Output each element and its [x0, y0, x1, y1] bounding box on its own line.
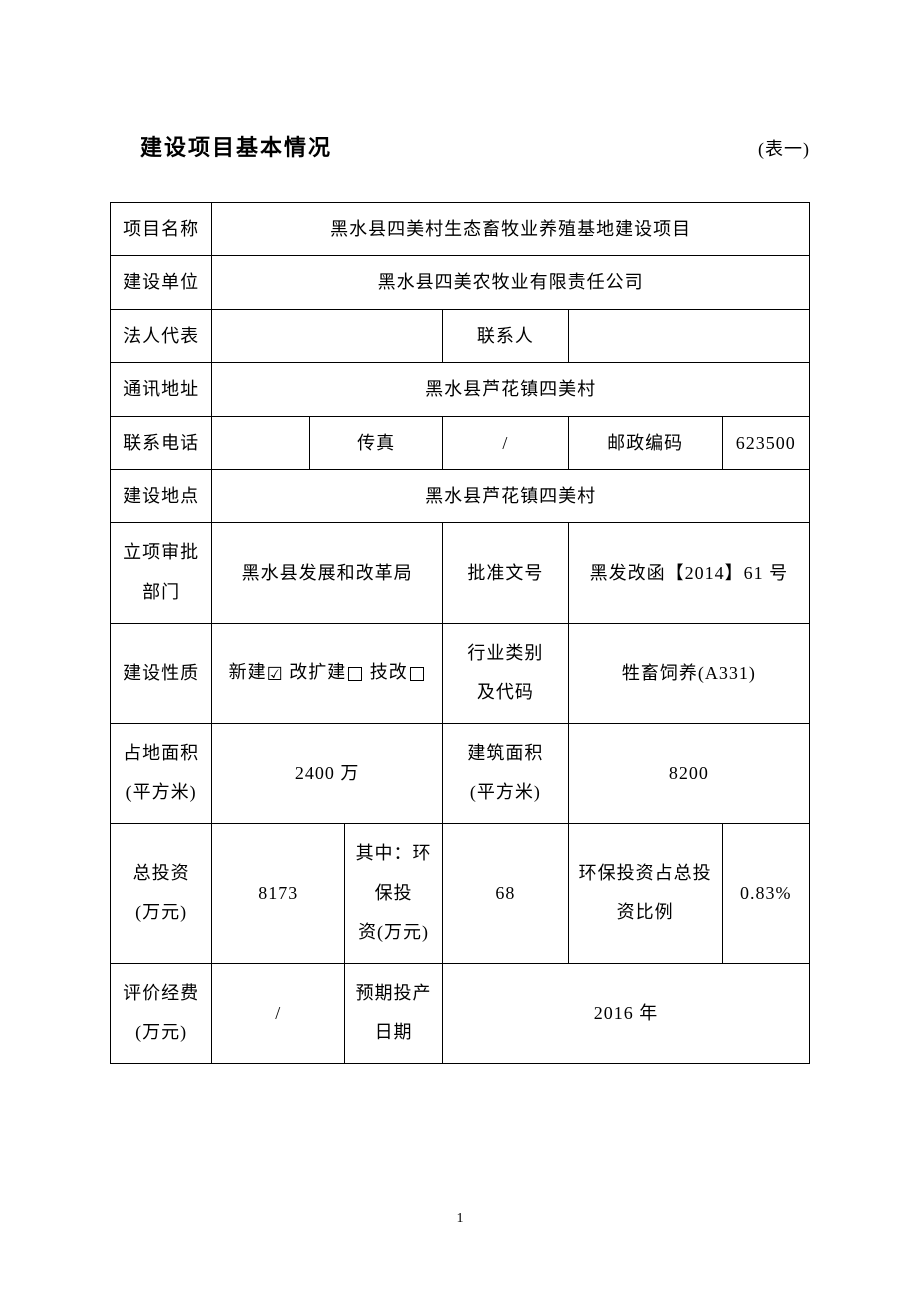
label-construction-unit: 建设单位	[111, 256, 212, 309]
page-number: 1	[0, 1211, 920, 1227]
label-fax: 传真	[310, 416, 443, 469]
label-land-area: 占地面积 (平方米)	[111, 723, 212, 823]
label-production-date-l2: 日期	[375, 1022, 413, 1042]
value-approval-dept: 黑水县发展和改革局	[212, 523, 443, 623]
label-building-area-l1: 建筑面积	[467, 743, 543, 763]
label-land-area-l2: (平方米)	[126, 782, 197, 802]
nature-opt2-text: 改扩建	[289, 662, 346, 682]
page-title: 建设项目基本情况	[140, 130, 332, 162]
label-env-ratio: 环保投资占总投 资比例	[568, 823, 722, 963]
label-total-investment-l2: (万元)	[135, 902, 187, 922]
value-eval-cost: /	[212, 963, 345, 1063]
row-approval: 立项审批 部门 黑水县发展和改革局 批准文号 黑发改函【2014】61 号	[111, 523, 810, 623]
nature-option-expand: 改扩建	[289, 662, 370, 682]
value-total-investment: 8173	[212, 823, 345, 963]
label-land-area-l1: 占地面积	[123, 743, 199, 763]
value-contact-person	[568, 309, 809, 362]
label-building-area-l2: (平方米)	[470, 782, 541, 802]
row-eval: 评价经费 (万元) / 预期投产 日期 2016 年	[111, 963, 810, 1063]
row-nature: 建设性质 新建☑ 改扩建 技改 行业类别 及代码 牲畜饲养(A331)	[111, 623, 810, 723]
value-env-investment: 68	[443, 823, 569, 963]
label-eval-cost-l1: 评价经费	[123, 983, 199, 1003]
row-investment: 总投资 (万元) 8173 其中：环保投 资(万元) 68 环保投资占总投 资比…	[111, 823, 810, 963]
row-area: 占地面积 (平方米) 2400 万 建筑面积 (平方米) 8200	[111, 723, 810, 823]
label-industry-code-l2: 及代码	[477, 682, 534, 702]
row-location: 建设地点 黑水县芦花镇四美村	[111, 469, 810, 522]
value-fax: /	[443, 416, 569, 469]
value-project-name: 黑水县四美村生态畜牧业养殖基地建设项目	[212, 203, 810, 256]
label-approval-dept-l1: 立项审批	[123, 542, 199, 562]
label-env-ratio-l2: 资比例	[617, 902, 674, 922]
value-building-area: 8200	[568, 723, 809, 823]
label-env-investment-l2: 资(万元)	[358, 922, 429, 942]
checkbox-checked-icon: ☑	[267, 658, 284, 690]
label-total-investment-l1: 总投资	[133, 863, 190, 883]
value-address: 黑水县芦花镇四美村	[212, 363, 810, 416]
label-legal-rep: 法人代表	[111, 309, 212, 362]
value-postal-code: 623500	[722, 416, 809, 469]
label-project-name: 项目名称	[111, 203, 212, 256]
label-eval-cost-l2: (万元)	[135, 1022, 187, 1042]
label-env-investment: 其中：环保投 资(万元)	[345, 823, 443, 963]
project-info-table: 项目名称 黑水县四美村生态畜牧业养殖基地建设项目 建设单位 黑水县四美农牧业有限…	[110, 202, 810, 1064]
row-legal-rep: 法人代表 联系人	[111, 309, 810, 362]
label-env-investment-l1: 其中：环保投	[356, 843, 432, 903]
label-address: 通讯地址	[111, 363, 212, 416]
value-land-area: 2400 万	[212, 723, 443, 823]
row-address: 通讯地址 黑水县芦花镇四美村	[111, 363, 810, 416]
label-industry-code: 行业类别 及代码	[443, 623, 569, 723]
label-nature: 建设性质	[111, 623, 212, 723]
label-contact-person: 联系人	[443, 309, 569, 362]
nature-option-new: 新建☑	[229, 662, 290, 682]
nature-opt3-text: 技改	[370, 662, 408, 682]
value-approval-no: 黑发改函【2014】61 号	[568, 523, 809, 623]
label-eval-cost: 评价经费 (万元)	[111, 963, 212, 1063]
checkbox-unchecked-icon	[410, 667, 424, 681]
label-location: 建设地点	[111, 469, 212, 522]
label-postal-code: 邮政编码	[568, 416, 722, 469]
value-legal-rep	[212, 309, 443, 362]
label-env-ratio-l1: 环保投资占总投	[579, 863, 712, 883]
label-phone: 联系电话	[111, 416, 212, 469]
value-production-date: 2016 年	[443, 963, 810, 1063]
value-phone	[212, 416, 310, 469]
label-building-area: 建筑面积 (平方米)	[443, 723, 569, 823]
row-construction-unit: 建设单位 黑水县四美农牧业有限责任公司	[111, 256, 810, 309]
value-nature: 新建☑ 改扩建 技改	[212, 623, 443, 723]
value-env-ratio: 0.83%	[722, 823, 809, 963]
header-row: 建设项目基本情况 (表一)	[110, 130, 810, 162]
value-industry-code: 牲畜饲养(A331)	[568, 623, 809, 723]
label-approval-no: 批准文号	[443, 523, 569, 623]
label-approval-dept: 立项审批 部门	[111, 523, 212, 623]
label-production-date: 预期投产 日期	[345, 963, 443, 1063]
value-construction-unit: 黑水县四美农牧业有限责任公司	[212, 256, 810, 309]
checkbox-unchecked-icon	[348, 667, 362, 681]
label-industry-code-l1: 行业类别	[467, 643, 543, 663]
value-location: 黑水县芦花镇四美村	[212, 469, 810, 522]
label-approval-dept-l2: 部门	[142, 582, 180, 602]
table-label: (表一)	[758, 135, 810, 161]
nature-opt1-text: 新建	[229, 662, 267, 682]
nature-option-tech: 技改	[370, 662, 426, 682]
row-project-name: 项目名称 黑水县四美村生态畜牧业养殖基地建设项目	[111, 203, 810, 256]
label-production-date-l1: 预期投产	[356, 983, 432, 1003]
row-phone: 联系电话 传真 / 邮政编码 623500	[111, 416, 810, 469]
label-total-investment: 总投资 (万元)	[111, 823, 212, 963]
